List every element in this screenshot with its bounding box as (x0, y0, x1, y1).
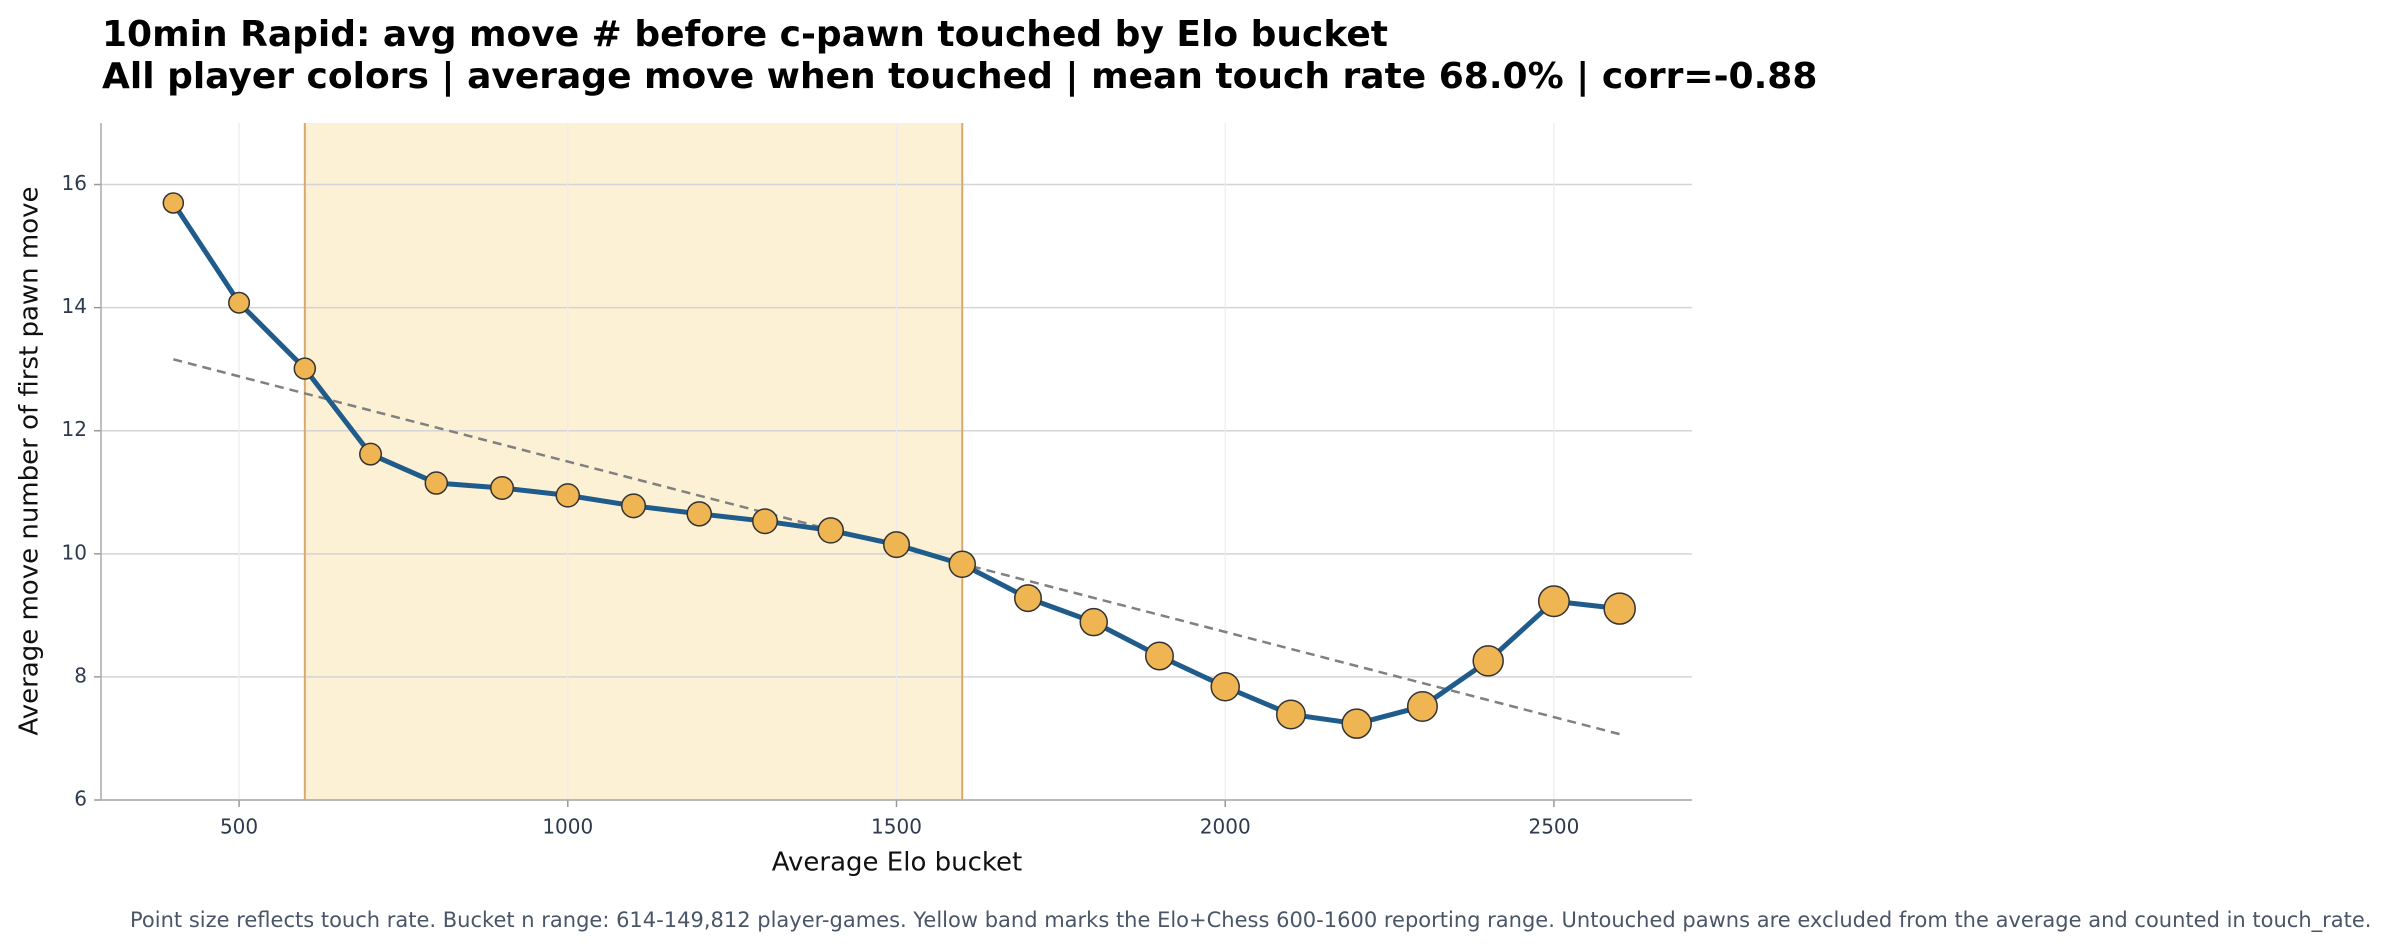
point (686, 501, 713, 527)
y-tick-label: 14 (62, 294, 87, 318)
point (424, 471, 449, 495)
point (948, 550, 976, 579)
point (1210, 672, 1240, 702)
y-tick-label: 6 (74, 787, 87, 811)
x-tick-label: 500 (220, 815, 258, 839)
point (817, 517, 845, 544)
point (1406, 690, 1438, 722)
y-tick-label: 10 (62, 540, 87, 564)
point (883, 531, 910, 559)
x-tick-label: 1500 (871, 815, 922, 839)
y-tick-label: 12 (62, 417, 87, 441)
point (1275, 699, 1306, 730)
chart-title: 10min Rapid: avg move # before c-pawn to… (102, 14, 1388, 55)
y-tick-label: 8 (74, 663, 87, 687)
reporting-band (304, 123, 963, 800)
y-tick-label: 16 (62, 171, 87, 195)
footnote: Point size reflects touch rate. Bucket n… (130, 908, 2371, 933)
point (1537, 585, 1570, 618)
x-tick-label: 2500 (1528, 815, 1579, 839)
point (1341, 708, 1372, 739)
point (293, 357, 317, 380)
point (555, 483, 581, 508)
point (359, 442, 383, 466)
point (1144, 641, 1174, 671)
x-axis-label: Average Elo bucket (772, 848, 1022, 878)
point (228, 291, 251, 314)
point (1079, 607, 1108, 637)
point (1472, 645, 1504, 677)
point (162, 192, 185, 214)
x-tick-label: 1000 (542, 815, 593, 839)
point (1603, 592, 1636, 625)
point (1013, 584, 1042, 613)
chart-subtitle: All player colors | average move when to… (102, 56, 1817, 97)
trend-line (173, 358, 1620, 736)
y-axis-label: Average move number of first pawn move (15, 186, 45, 735)
x-tick-label: 2000 (1200, 815, 1251, 839)
point (490, 475, 515, 500)
point (621, 493, 647, 519)
point (752, 508, 779, 535)
